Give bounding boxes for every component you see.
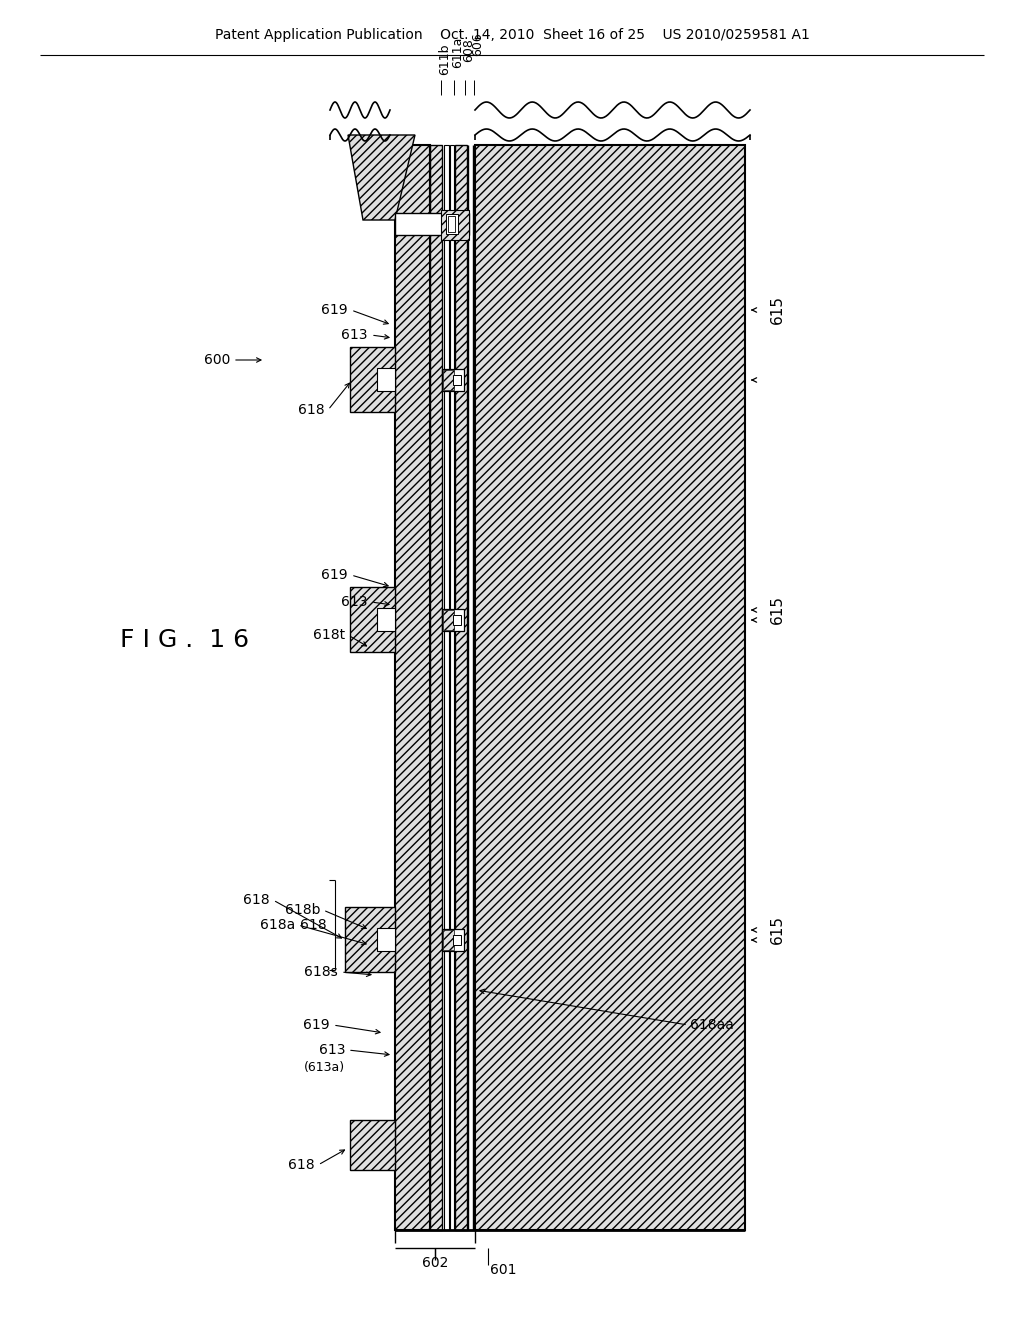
Bar — [395, 145, 430, 1230]
Text: 606: 606 — [471, 32, 484, 55]
Bar — [453, 615, 461, 624]
Bar — [442, 929, 464, 950]
Text: Patent Application Publication    Oct. 14, 2010  Sheet 16 of 25    US 2010/02595: Patent Application Publication Oct. 14, … — [215, 28, 809, 42]
Bar — [395, 213, 469, 235]
Bar — [442, 609, 464, 631]
Bar — [446, 214, 458, 234]
Text: 619: 619 — [322, 304, 348, 317]
Text: 608: 608 — [462, 38, 475, 62]
Text: (613a): (613a) — [304, 1061, 345, 1074]
Text: 602: 602 — [422, 1257, 449, 1270]
Text: 611a: 611a — [451, 37, 464, 69]
Text: 619: 619 — [322, 568, 348, 582]
Bar — [443, 931, 454, 950]
Text: 618aa: 618aa — [690, 1018, 734, 1032]
Bar — [377, 609, 395, 631]
Text: 618: 618 — [289, 1158, 315, 1172]
Bar — [449, 216, 455, 232]
Bar — [350, 587, 395, 652]
Bar — [450, 145, 454, 1230]
Bar — [377, 368, 395, 391]
Text: 619: 619 — [303, 1018, 330, 1032]
Text: 618: 618 — [298, 403, 325, 417]
Text: 615: 615 — [770, 296, 785, 325]
Text: F I G .  1 6: F I G . 1 6 — [121, 628, 250, 652]
Bar — [350, 347, 395, 412]
Text: 613: 613 — [341, 595, 368, 609]
Bar — [441, 210, 469, 240]
Text: 601: 601 — [490, 1263, 516, 1276]
Text: 615: 615 — [770, 595, 785, 624]
Text: 618a: 618a — [260, 917, 295, 932]
Bar — [442, 370, 464, 391]
Bar — [430, 145, 442, 1230]
Bar — [453, 375, 461, 385]
Bar — [377, 928, 395, 950]
Bar — [453, 935, 461, 945]
Text: 613: 613 — [318, 1043, 345, 1057]
Bar — [443, 370, 454, 389]
Bar — [350, 1119, 395, 1170]
Text: 618s: 618s — [304, 965, 338, 979]
Text: 600: 600 — [204, 352, 230, 367]
Text: 618: 618 — [300, 917, 327, 932]
Bar — [475, 145, 745, 1230]
Bar — [455, 145, 467, 1230]
Bar — [345, 907, 395, 972]
Text: 618b: 618b — [285, 903, 319, 917]
Text: 615: 615 — [770, 916, 785, 945]
Text: 618: 618 — [244, 894, 270, 907]
Bar — [444, 145, 449, 1230]
Text: 613: 613 — [341, 327, 368, 342]
Text: 618t: 618t — [313, 628, 345, 642]
Bar — [443, 610, 454, 630]
Polygon shape — [348, 135, 415, 220]
Text: 611b: 611b — [438, 44, 451, 75]
